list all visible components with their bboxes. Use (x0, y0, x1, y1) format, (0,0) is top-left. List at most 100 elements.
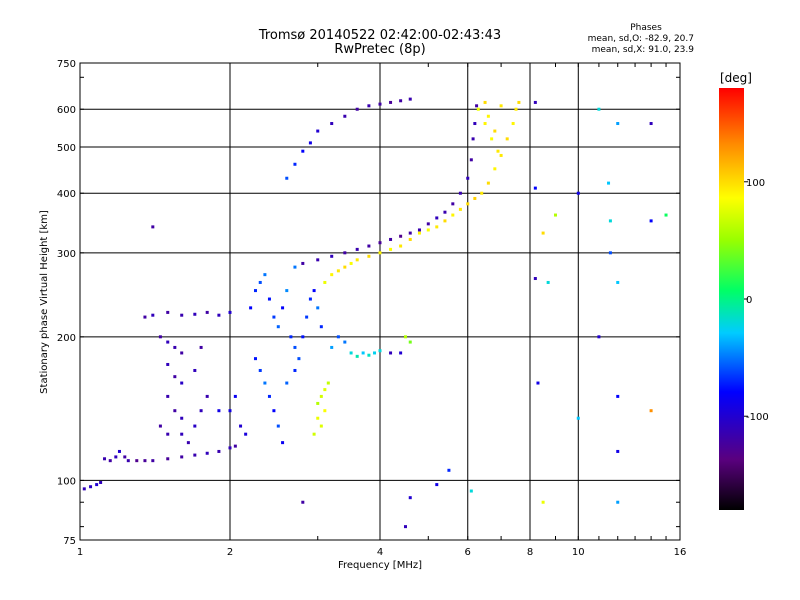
data-point (469, 489, 473, 493)
data-point (158, 424, 162, 428)
data-point (151, 459, 155, 463)
x-tick-label: 6 (465, 547, 471, 558)
data-point (323, 280, 327, 284)
data-point (541, 231, 545, 235)
data-point (466, 202, 470, 206)
x-tick-label: 16 (674, 547, 687, 558)
data-point (649, 122, 653, 126)
data-point (517, 100, 521, 104)
data-point (469, 158, 473, 162)
data-point (319, 424, 323, 428)
data-point (316, 129, 320, 133)
data-point (103, 457, 107, 461)
data-point (367, 353, 371, 357)
data-point (330, 273, 334, 277)
data-point (458, 207, 462, 211)
data-point (272, 409, 276, 413)
grid-lines (80, 63, 680, 540)
data-point (99, 480, 103, 484)
data-point (143, 315, 147, 319)
data-point (343, 251, 347, 255)
data-point (173, 375, 177, 379)
x-tick-label: 1 (77, 547, 83, 558)
chart-subtitle: RwPretec (8p) (334, 42, 425, 57)
data-point (180, 416, 184, 420)
data-point (480, 191, 484, 195)
data-point (330, 254, 334, 258)
data-point (166, 432, 170, 436)
data-point (276, 325, 280, 329)
data-point (281, 441, 285, 445)
data-point (158, 335, 162, 339)
x-tick-label: 8 (527, 547, 533, 558)
data-point (166, 394, 170, 398)
data-point (323, 388, 327, 392)
data-point (217, 449, 221, 453)
y-tick-label: 75 (63, 536, 76, 547)
data-point (205, 394, 209, 398)
data-point (135, 459, 139, 463)
data-point (597, 107, 601, 111)
data-point (493, 129, 497, 133)
colorbar-label: [deg] (720, 71, 752, 85)
data-point (389, 237, 393, 241)
data-point (316, 416, 320, 420)
data-point (173, 345, 177, 349)
data-point (616, 280, 620, 284)
data-point (95, 483, 99, 487)
colorbar-tick-label: 0 (746, 295, 752, 306)
data-point (258, 368, 262, 372)
data-point (608, 219, 612, 223)
data-point (486, 181, 490, 185)
data-point (389, 100, 393, 104)
data-point (267, 394, 271, 398)
data-point (483, 100, 487, 104)
data-point (541, 500, 545, 504)
data-point (608, 251, 612, 255)
data-point (616, 394, 620, 398)
data-point (536, 381, 540, 385)
data-point (649, 219, 653, 223)
data-point (193, 424, 197, 428)
x-tick-label: 2 (227, 547, 233, 558)
data-point (301, 149, 305, 153)
data-point (399, 351, 403, 355)
colorbar (719, 88, 744, 510)
data-point (546, 280, 550, 284)
x-axis-label: Frequency [MHz] (338, 560, 422, 571)
data-point (330, 122, 334, 126)
data-point (343, 340, 347, 344)
data-point (408, 97, 412, 101)
y-tick-label: 400 (57, 189, 76, 200)
data-point (228, 310, 232, 314)
data-point (301, 261, 305, 265)
data-point (319, 394, 323, 398)
data-point (473, 196, 477, 200)
data-point (193, 453, 197, 457)
data-point (389, 247, 393, 251)
data-point (378, 251, 382, 255)
data-point (323, 409, 327, 413)
data-point (151, 225, 155, 229)
data-point (473, 122, 477, 126)
data-point (308, 297, 312, 301)
data-point (471, 137, 475, 141)
data-point (285, 176, 289, 180)
data-points (82, 97, 668, 529)
stats-line-o: mean, sd,O: -82.9, 20.7 (588, 34, 694, 44)
data-point (180, 455, 184, 459)
data-point (316, 306, 320, 310)
data-point (143, 459, 147, 463)
data-point (217, 409, 221, 413)
colorbar-ticks: 100 0 -100 (744, 178, 769, 423)
data-point (319, 325, 323, 329)
data-point (616, 500, 620, 504)
data-point (616, 449, 620, 453)
data-point (281, 306, 285, 310)
x-tick-label: 10 (572, 547, 585, 558)
data-point (82, 487, 86, 491)
data-point (166, 457, 170, 461)
data-point (389, 351, 393, 355)
x-axis: 1 2 4 6 8 10 16 (77, 63, 687, 558)
